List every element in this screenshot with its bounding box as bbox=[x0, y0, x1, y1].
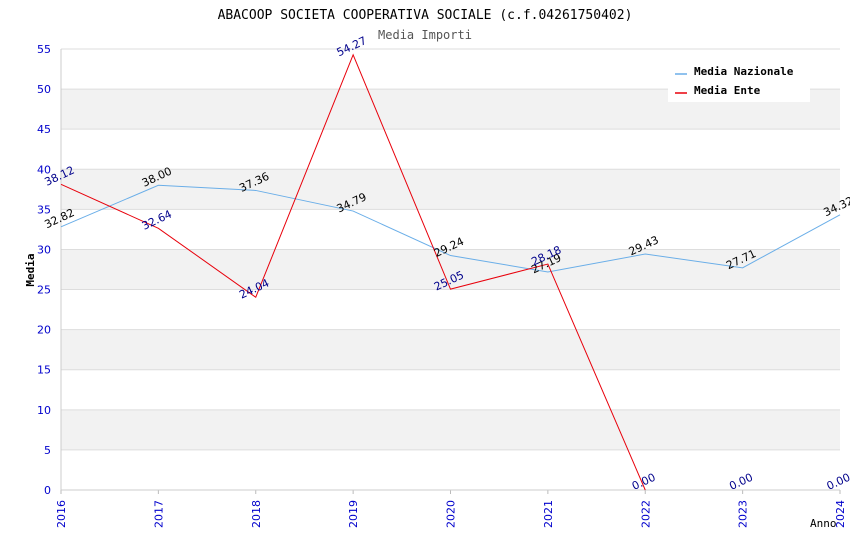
data-label-media-ente: 54.27 bbox=[335, 34, 369, 59]
y-tick-label: 50 bbox=[37, 83, 51, 96]
x-tick-label: 2019 bbox=[347, 500, 360, 528]
legend-label-media-nazionale: Media Nazionale bbox=[694, 65, 794, 78]
x-tick-labels: 2016 2017 2018 2019 2020 2021 2022 2023 2024 bbox=[55, 500, 847, 528]
data-label-media-ente: 32.64 bbox=[140, 208, 174, 233]
grid-band bbox=[61, 249, 840, 290]
y-tick-label: 35 bbox=[37, 203, 51, 216]
grid-lines bbox=[60, 48, 841, 494]
chart-subtitle: Media Importi bbox=[378, 28, 472, 42]
y-tick-label: 15 bbox=[37, 364, 51, 377]
x-tick-label: 2018 bbox=[250, 500, 263, 528]
x-tick-label: 2020 bbox=[445, 500, 458, 528]
y-tick-label: 40 bbox=[37, 163, 51, 176]
y-tick-label: 5 bbox=[44, 444, 51, 457]
grid-band bbox=[61, 329, 840, 370]
series-line-media-nazionale bbox=[60, 184, 841, 273]
y-tick-label: 0 bbox=[44, 484, 51, 497]
grid-band bbox=[61, 169, 840, 210]
series-line-media-ente bbox=[60, 53, 646, 491]
y-tick-label: 25 bbox=[37, 284, 51, 297]
axes bbox=[60, 49, 840, 491]
x-tick-label: 2017 bbox=[152, 500, 165, 528]
x-tick-label: 2024 bbox=[834, 500, 847, 528]
x-tick-label: 2023 bbox=[737, 500, 750, 528]
x-axis-label: Anno bbox=[810, 517, 837, 530]
x-tick-label: 2022 bbox=[639, 500, 652, 528]
y-tick-label: 20 bbox=[37, 324, 51, 337]
chart-title: ABACOOP SOCIETA COOPERATIVA SOCIALE (c.f… bbox=[218, 8, 633, 23]
legend-label-media-ente: Media Ente bbox=[694, 84, 761, 97]
x-tick-label: 2016 bbox=[55, 500, 68, 528]
grid-band bbox=[61, 409, 840, 450]
y-axis-label: Media bbox=[24, 253, 37, 286]
y-tick-label: 45 bbox=[37, 123, 51, 136]
y-tick-label: 10 bbox=[37, 404, 51, 417]
y-tick-labels: 0 5 10 15 20 25 30 35 40 45 50 55 bbox=[37, 43, 51, 497]
y-tick-label: 55 bbox=[37, 43, 51, 56]
legend-box bbox=[668, 60, 810, 102]
series-lines bbox=[60, 53, 841, 491]
legend: Media Nazionale Media Ente bbox=[668, 60, 810, 102]
y-tick-label: 30 bbox=[37, 243, 51, 256]
grid-bands bbox=[61, 89, 840, 450]
x-tick-label: 2021 bbox=[542, 500, 555, 528]
